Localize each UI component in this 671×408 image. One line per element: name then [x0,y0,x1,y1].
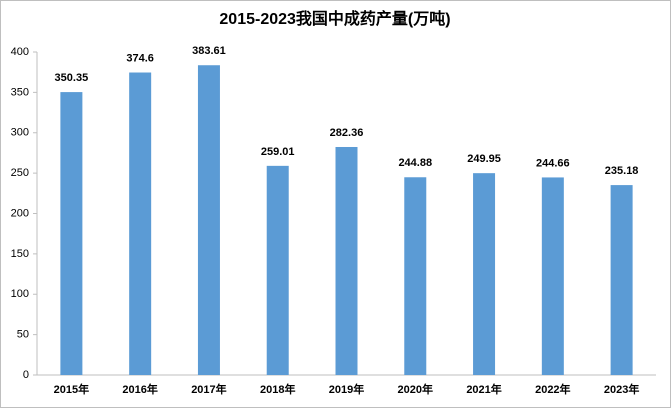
bar [404,177,427,375]
bar [610,185,633,375]
value-label: 244.66 [536,157,570,169]
x-tick-label: 2023年 [604,382,639,396]
x-tick-label: 2017年 [191,382,226,396]
y-tick-label: 250 [11,167,29,179]
x-tick-label: 2018年 [260,382,295,396]
bar [129,72,152,375]
bar [60,92,83,375]
y-tick-label: 350 [11,86,29,98]
bar [473,173,496,375]
value-label: 235.18 [605,165,639,177]
y-tick-label: 150 [11,248,29,260]
x-tick-label: 2022年 [535,382,570,396]
bar [197,65,220,375]
y-tick-label: 400 [11,46,29,58]
value-label: 350.35 [55,72,89,84]
chart-title: 2015-2023我国中成药产量(万吨) [219,9,450,28]
bar [335,146,358,375]
x-tick-label: 2021年 [466,382,501,396]
x-tick-label: 2019年 [329,382,364,396]
value-label: 249.95 [467,153,501,165]
value-label: 374.6 [126,52,154,64]
value-label: 383.61 [192,45,226,57]
value-label: 282.36 [330,127,364,139]
bar [541,177,564,375]
y-tick-label: 50 [17,329,29,341]
bar [266,165,289,375]
y-tick-label: 0 [23,369,29,381]
value-label: 259.01 [261,146,295,158]
value-label: 244.88 [398,157,432,169]
x-tick-label: 2016年 [122,382,157,396]
y-tick-label: 200 [11,207,29,219]
x-tick-label: 2015年 [54,382,89,396]
y-tick-label: 300 [11,127,29,139]
y-tick-label: 100 [11,288,29,300]
x-tick-label: 2020年 [398,382,433,396]
